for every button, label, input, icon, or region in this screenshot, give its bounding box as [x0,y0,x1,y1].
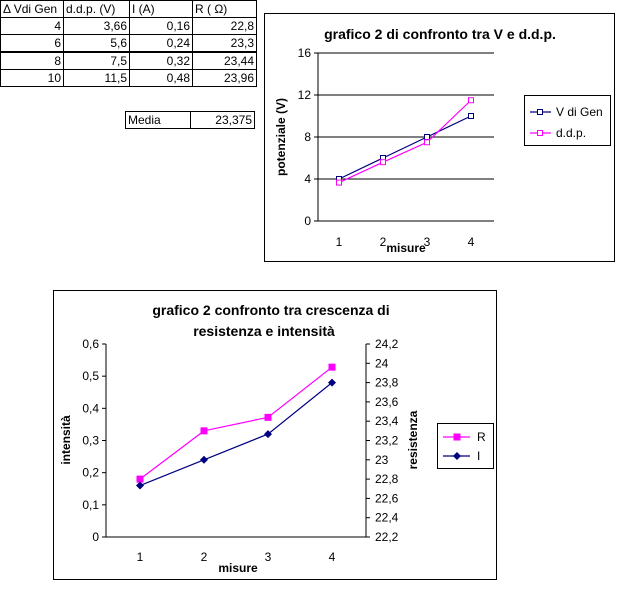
y-right-tick-label: 22,4 [375,511,399,525]
data-point [200,427,208,435]
data-point [336,179,342,186]
y-right-tick-label: 23,8 [375,376,399,390]
table-cell: 0,16 [129,17,193,35]
table-cell: 11,5 [63,69,130,87]
y-right-tick-label: 23 [375,453,389,467]
media-value: 23,375 [190,111,255,129]
series-line [139,382,333,487]
y-tick-label: 0 [304,214,311,228]
table-cell: 4 [0,17,64,35]
series-line [338,115,472,180]
y-right-axis-label: resistenza [406,410,420,469]
x-tick-label: 3 [424,235,431,249]
data-point [328,363,336,371]
y-right-tick-label: 24,2 [375,337,399,351]
x-tick-label: 1 [137,550,144,564]
data-point [264,430,272,439]
legend-marker [453,433,461,441]
table-cell: 23,96 [192,69,257,87]
series-line [139,366,333,480]
data-point [380,159,386,166]
y-tick-label: 16 [298,46,312,60]
y-tick-label: 4 [304,172,311,186]
data-point [264,413,272,421]
data-point [468,97,474,104]
x-tick-label: 1 [336,235,343,249]
series-line [338,99,472,184]
y-left-tick-label: 0,3 [82,434,99,448]
x-tick-label: 2 [201,550,208,564]
table-cell: 7,5 [63,51,130,70]
y-right-tick-label: 23,2 [375,434,399,448]
y-right-tick-label: 23,4 [375,414,399,428]
data-point [136,475,144,483]
chart-title-line: grafico 2 confronto tra crescenza di [152,302,389,318]
y-left-tick-label: 0,1 [82,498,99,512]
data-table: Δ Vdi Gen d.d.p. (V) I (A) R ( Ω) 4 3,66… [0,0,257,87]
legend-marker [537,130,543,136]
y-right-tick-label: 24 [375,356,389,370]
y-left-tick-label: 0,5 [82,369,99,383]
y-right-tick-label: 22,8 [375,472,399,486]
x-tick-label: 4 [468,235,475,249]
y-left-tick-label: 0,2 [82,466,99,480]
media-table: Media 23,375 [125,111,255,129]
legend [524,95,611,146]
y-tick-label: 12 [298,88,312,102]
x-tick-label: 4 [329,550,336,564]
y-left-tick-label: 0 [92,530,99,544]
legend-label: V di Gen [556,105,603,119]
data-point [328,378,336,387]
x-axis-label: misure [218,561,258,575]
chart-title-line: resistenza e intensità [193,323,335,339]
table-cell: 0,32 [129,51,193,70]
media-label: Media [125,111,191,129]
y-left-tick-label: 0,4 [82,401,99,415]
x-tick-label: 3 [265,550,272,564]
legend-label: R [477,430,486,444]
y-right-tick-label: 23,6 [375,395,399,409]
table-cell: 0,48 [129,69,193,87]
x-axis-label: misure [386,241,426,255]
data-point [468,113,474,119]
data-point [136,481,144,490]
y-tick-label: 8 [304,130,311,144]
table-cell: 3,66 [63,17,130,35]
y-left-tick-label: 0,6 [82,337,99,351]
table-row: 10 11,5 0,48 23,96 [0,69,257,87]
data-point [200,455,208,464]
y-right-tick-label: 22,6 [375,491,399,505]
table-row: 4 3,66 0,16 22,8 [0,17,257,35]
legend-label: I [477,449,480,463]
chart-frame [53,290,497,580]
x-tick-label: 2 [380,235,387,249]
table-cell: 22,8 [192,17,257,35]
y-right-tick-label: 22,2 [375,530,399,544]
table-row: 8 7,5 0,32 23,44 [0,51,257,70]
legend-marker [537,109,543,115]
legend-label: d.d.p. [556,126,586,140]
data-point [424,139,430,146]
legend [437,423,494,469]
chart-title: grafico 2 di confronto tra V e d.d.p. [324,26,556,42]
y-axis-label: potenziale (V) [274,98,288,176]
legend-marker [453,452,461,460]
y-left-axis-label: intensità [59,415,73,465]
